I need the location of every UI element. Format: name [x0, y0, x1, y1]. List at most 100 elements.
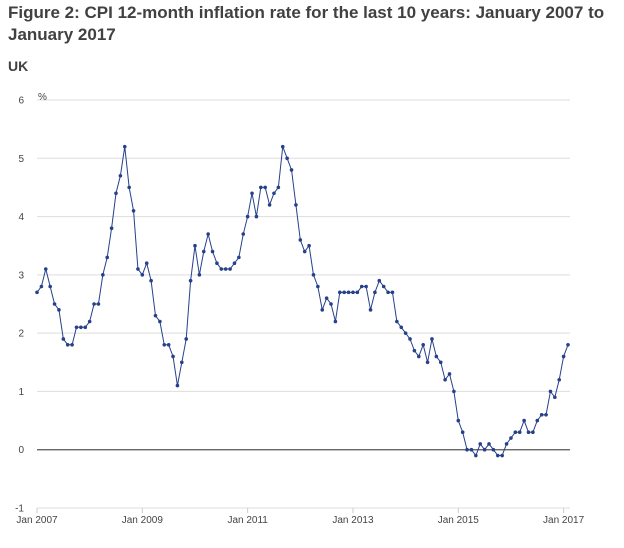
y-axis-unit-label: %: [38, 92, 47, 103]
data-point: [241, 232, 246, 236]
data-point: [434, 354, 439, 359]
y-tick-label: 5: [18, 154, 24, 165]
data-point: [535, 418, 540, 423]
y-tick-label: -1: [15, 504, 24, 515]
x-tick-label: Jan 2009: [122, 515, 164, 526]
data-point: [465, 447, 469, 452]
data-point: [311, 273, 316, 277]
data-point: [136, 267, 140, 271]
y-tick-label: 1: [18, 387, 24, 398]
data-point: [377, 278, 382, 283]
data-point: [320, 308, 325, 312]
chart-title: Figure 2: CPI 12-month inflation rate fo…: [8, 3, 605, 44]
data-point: [131, 208, 136, 213]
data-point: [267, 203, 272, 207]
data-point: [210, 249, 215, 254]
data-point: [48, 284, 52, 289]
data-point: [338, 290, 342, 295]
data-point: [364, 284, 368, 289]
data-point: [482, 447, 487, 452]
data-point: [166, 343, 171, 347]
data-point: [302, 249, 307, 254]
data-point: [522, 418, 526, 423]
x-tick-label: Jan 2013: [332, 515, 374, 526]
x-axis-ticks: Jan 2007 Jan 2009 Jan 2011 Jan 2013 Jan 2015…: [16, 508, 585, 526]
data-point: [438, 360, 443, 365]
data-point: [223, 267, 228, 271]
data-point: [127, 185, 131, 190]
data-point: [355, 290, 360, 295]
data-point: [452, 389, 456, 394]
y-tick-label: 6: [18, 96, 24, 107]
data-point: [228, 267, 232, 271]
data-point: [83, 325, 88, 330]
data-point: [92, 302, 96, 306]
data-point: [259, 185, 263, 190]
x-tick-label: Jan 2015: [438, 515, 480, 526]
data-point: [478, 442, 483, 446]
data-point: [456, 418, 461, 423]
data-point: [70, 343, 74, 347]
data-point: [122, 144, 127, 149]
gridlines: [37, 99, 570, 509]
data-point: [74, 325, 79, 330]
y-tick-label: 3: [18, 270, 24, 281]
data-point: [35, 290, 39, 295]
data-point: [184, 337, 189, 341]
data-point: [57, 308, 61, 312]
data-point: [430, 337, 434, 341]
data-point: [526, 430, 531, 435]
data-point: [425, 360, 430, 365]
data-point: [61, 337, 66, 341]
data-point: [373, 290, 377, 295]
data-point: [215, 261, 219, 266]
data-point: [245, 214, 250, 219]
data-point: [403, 331, 408, 335]
data-point: [316, 284, 320, 289]
data-point: [386, 290, 390, 295]
data-point: [324, 296, 329, 300]
data-point: [408, 337, 412, 341]
inflation-series-line: [36, 146, 569, 457]
data-point: [263, 185, 268, 190]
data-point: [87, 319, 92, 324]
data-point: [359, 284, 364, 289]
data-point: [421, 343, 425, 347]
data-point: [171, 354, 175, 359]
y-tick-label: 0: [18, 445, 24, 456]
data-point: [495, 453, 500, 458]
data-point: [557, 377, 562, 382]
data-point: [250, 191, 254, 196]
data-point: [517, 430, 522, 435]
data-point: [175, 383, 180, 388]
data-point: [79, 325, 83, 330]
data-point: [544, 412, 548, 417]
x-tick-label: Jan 2011: [227, 515, 268, 526]
data-point: [469, 447, 474, 452]
data-point: [272, 191, 276, 196]
data-point: [395, 319, 399, 324]
y-tick-label: 2: [18, 329, 24, 340]
data-point: [416, 354, 421, 359]
data-point: [513, 430, 518, 435]
data-point: [553, 395, 557, 400]
data-point: [412, 348, 417, 353]
data-point: [144, 261, 149, 266]
data-point: [447, 372, 452, 376]
data-point: [329, 302, 333, 306]
data-point: [504, 442, 509, 446]
data-point: [237, 255, 241, 260]
inflation-series-points: [35, 144, 570, 458]
data-point: [188, 278, 193, 283]
data-point: [101, 273, 105, 277]
data-point: [96, 302, 101, 306]
data-point: [254, 214, 259, 219]
data-point: [368, 308, 373, 312]
data-point: [399, 325, 404, 330]
chart-subtitle: UK: [8, 58, 29, 74]
data-point: [52, 302, 57, 306]
data-point: [443, 377, 447, 382]
data-point: [390, 290, 395, 295]
data-point: [487, 442, 491, 446]
